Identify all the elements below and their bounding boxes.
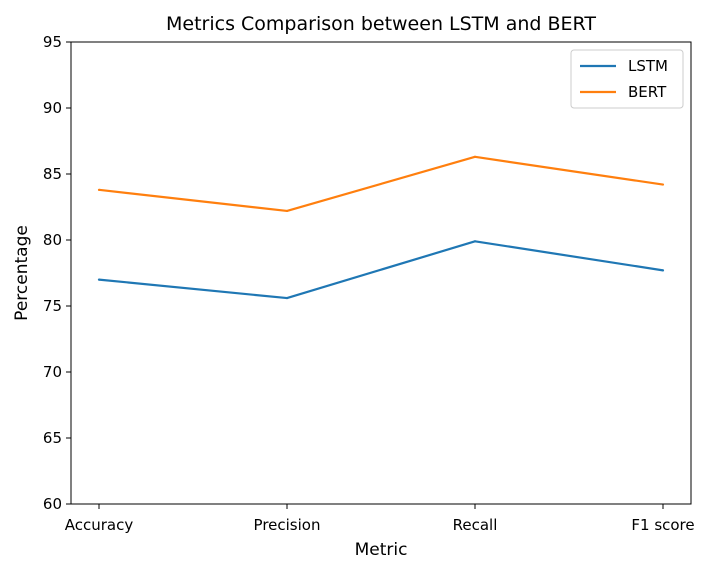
data-point-lstm-precision xyxy=(285,296,289,300)
chart-title: Metrics Comparison between LSTM and BERT xyxy=(166,13,596,35)
y-tick-label: 90 xyxy=(43,99,62,117)
series-layer xyxy=(97,155,665,300)
x-tick-label: Accuracy xyxy=(65,516,134,534)
y-tick-label: 60 xyxy=(43,495,62,513)
x-axis-ticks: Accuracy Precision Recall F1 score xyxy=(65,504,695,534)
data-point-lstm-accuracy xyxy=(97,278,101,281)
series-line-bert xyxy=(98,155,664,213)
x-tick-label: Precision xyxy=(254,516,321,534)
series-line-lstm xyxy=(98,240,664,300)
y-tick-label: 80 xyxy=(43,231,62,249)
data-point-bert-f1-score xyxy=(661,183,665,186)
data-point-bert-precision xyxy=(285,209,289,213)
y-axis-label: Percentage xyxy=(12,225,32,321)
y-axis-ticks: 60 65 70 75 80 85 90 95 xyxy=(43,33,71,513)
data-point-bert-recall xyxy=(473,155,477,158)
x-tick-label: F1 score xyxy=(631,516,694,534)
legend-label-lstm: LSTM xyxy=(628,57,668,75)
y-tick-label: 65 xyxy=(43,429,62,447)
y-tick-label: 95 xyxy=(43,33,62,51)
legend-label-bert: BERT xyxy=(628,83,667,101)
legend: LSTM BERT xyxy=(570,49,684,109)
legend-frame xyxy=(570,49,684,109)
data-point-lstm-recall xyxy=(473,240,477,243)
x-axis-label: Metric xyxy=(355,540,408,560)
y-tick-label: 75 xyxy=(43,297,62,315)
plot-area-frame xyxy=(70,41,692,505)
data-point-bert-accuracy xyxy=(97,188,101,191)
data-point-lstm-f1-score xyxy=(661,269,665,272)
y-tick-label: 70 xyxy=(43,363,62,381)
x-tick-label: Recall xyxy=(453,516,498,534)
y-tick-label: 85 xyxy=(43,165,62,183)
